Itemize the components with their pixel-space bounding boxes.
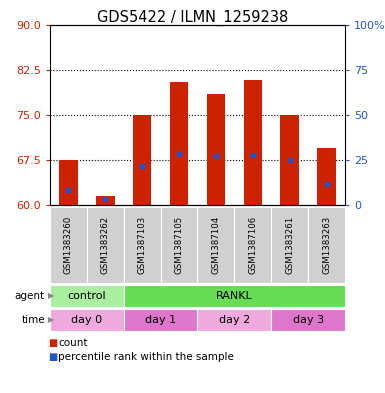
Text: ■: ■ [48,338,57,348]
Text: day 2: day 2 [219,315,250,325]
Text: RANKL: RANKL [216,291,253,301]
Text: day 1: day 1 [145,315,176,325]
Text: percentile rank within the sample: percentile rank within the sample [58,352,234,362]
Text: agent: agent [15,291,45,301]
Text: count: count [58,338,87,348]
Text: GDS5422 / ILMN_1259238: GDS5422 / ILMN_1259238 [97,10,288,26]
Bar [59,160,78,205]
Text: ■: ■ [48,352,57,362]
Bar [96,196,114,205]
Bar [133,115,151,205]
Text: GSM1383262: GSM1383262 [101,216,110,274]
Bar [280,115,299,205]
Text: GSM1383263: GSM1383263 [322,216,331,274]
Bar [207,94,225,205]
Text: day 0: day 0 [71,315,102,325]
Text: ▶: ▶ [48,292,55,301]
Text: time: time [22,315,45,325]
Text: GSM1387104: GSM1387104 [211,216,221,274]
Text: GSM1383260: GSM1383260 [64,216,73,274]
Bar [317,148,336,205]
Text: ▶: ▶ [48,316,55,325]
Text: GSM1383261: GSM1383261 [285,216,294,274]
Text: control: control [67,291,106,301]
Bar [170,82,188,205]
Text: GSM1387106: GSM1387106 [248,216,257,274]
Text: GSM1387103: GSM1387103 [138,216,147,274]
Text: day 3: day 3 [293,315,324,325]
Text: GSM1387105: GSM1387105 [174,216,184,274]
Bar [244,80,262,205]
